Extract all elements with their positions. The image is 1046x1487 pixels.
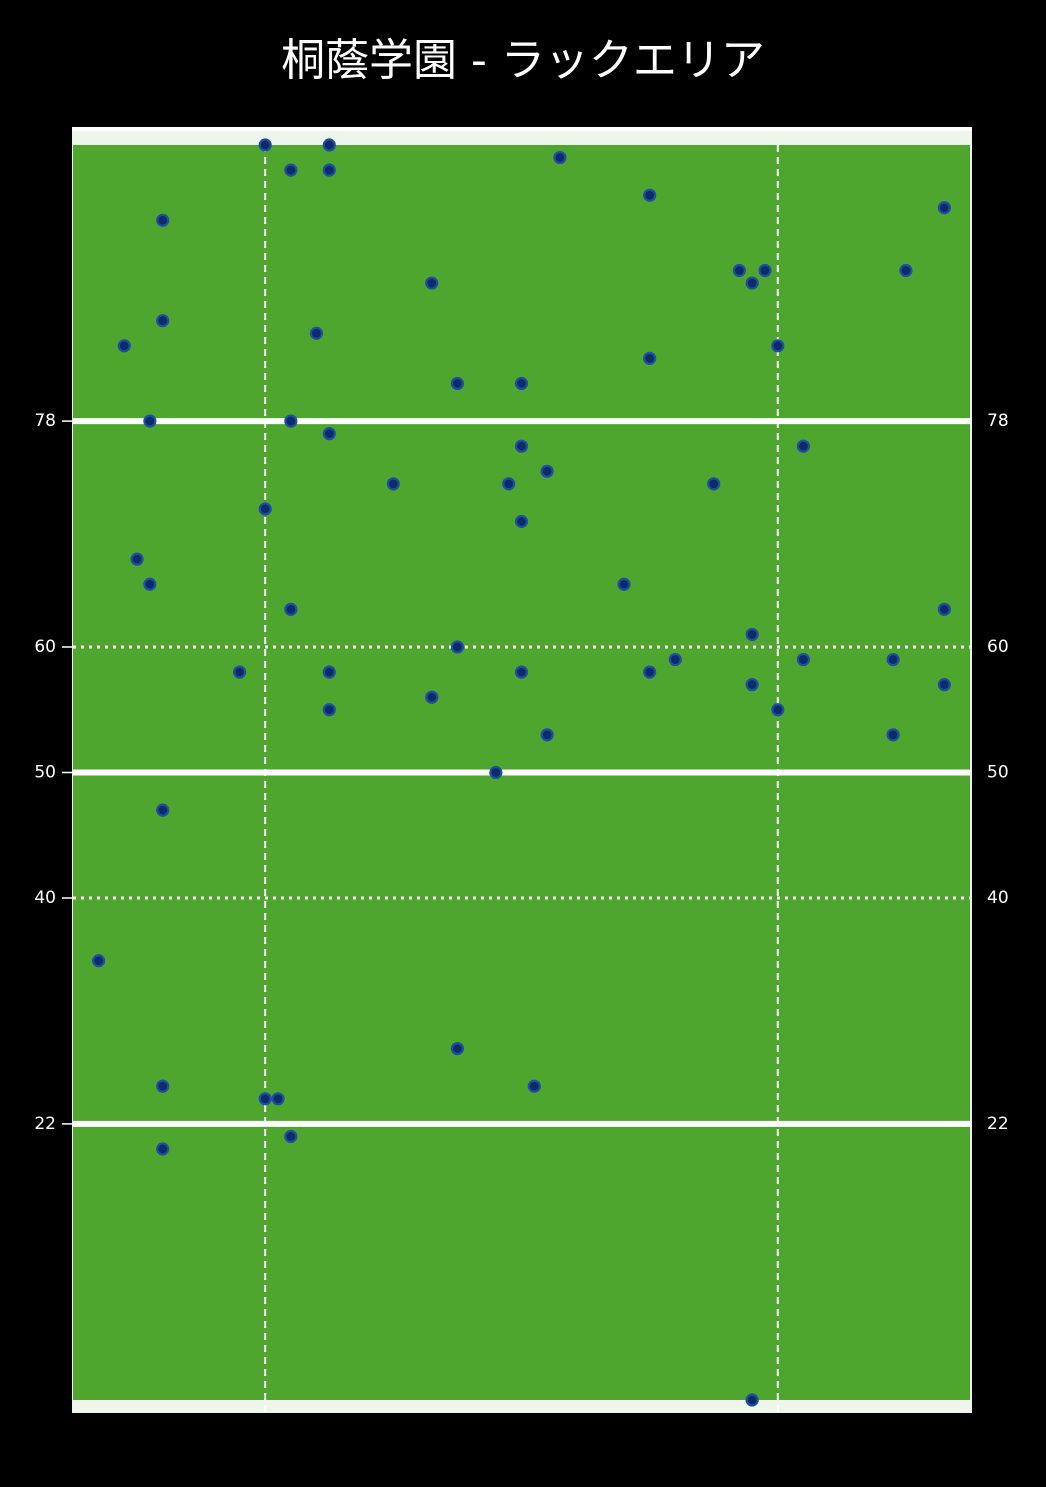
ruck-point [514,665,529,679]
ruck-point [796,439,811,453]
ruck-point [540,464,554,478]
ruck-point [796,652,811,667]
ruck-point [156,803,170,817]
y-tick-label: 78 [34,411,56,431]
ruck-point [156,1079,170,1093]
ruck-point [156,1142,170,1156]
ruck-point [450,640,465,654]
ruck-point [886,728,900,742]
ruck-point [745,1393,759,1407]
ruck-point [92,954,106,968]
ruck-point [425,276,439,290]
y-tick-label-right: 22 [987,1114,1009,1134]
y-tick-label: 60 [34,637,56,657]
ruck-point [937,678,951,692]
ruck-point [232,665,247,679]
ruck-point [143,577,157,591]
ruck-point [156,213,170,227]
ruck-point [450,376,465,391]
ruck-point [156,314,170,328]
ruck-point [527,1079,541,1093]
ruck-point [322,427,336,441]
ruck-point [322,163,336,177]
ruck-point [937,201,951,215]
ruck-point [732,263,746,278]
y-tick-label-right: 78 [987,411,1009,431]
ruck-point [258,138,272,152]
ruck-point [707,477,721,491]
y-tick-label-right: 40 [987,888,1009,908]
ruck-point [502,477,516,491]
ruck-point [771,703,785,717]
ruck-point [540,728,554,742]
ruck-point [514,514,529,529]
ruck-point [514,439,529,453]
ruck-point [643,665,657,679]
ruck-point [284,1129,298,1144]
ruck-point [771,339,785,353]
ruck-point [322,138,336,152]
ruck-point [386,477,400,491]
ruck-point [643,351,657,365]
y-tick-label: 22 [34,1114,56,1134]
ruck-point [271,1092,285,1106]
ruck-point [553,150,567,165]
ruck-point [745,627,759,642]
ruck-point [284,414,298,428]
ruck-point [668,652,682,667]
ruck-point [643,188,657,202]
ruck-point [899,263,913,278]
ruck-point [284,163,298,177]
ruck-point [309,326,324,340]
ruck-point [143,414,157,428]
ruck-point [450,1041,465,1056]
ruck-point [489,765,503,780]
ruck-point [130,552,144,566]
ruck-point [617,577,631,591]
ruck-point [258,502,272,516]
ruck-point [258,1092,272,1106]
ruck-point [322,665,336,679]
ruck-point [117,339,131,353]
ruck-point [514,376,529,391]
ruck-point [745,276,759,290]
y-tick-label-right: 50 [987,763,1009,783]
ruck-point [425,690,439,704]
ruck-point [322,703,336,717]
ruck-point [937,602,951,616]
y-tick-label-right: 60 [987,637,1009,657]
ruck-point [758,263,772,278]
ruck-point [745,678,759,692]
y-tick-label: 50 [34,763,56,783]
y-tick-label: 40 [34,888,56,908]
chart-title: 桐蔭学園 - ラックエリア [281,35,765,86]
ruck-point [284,602,298,616]
ruck-point [886,652,900,667]
